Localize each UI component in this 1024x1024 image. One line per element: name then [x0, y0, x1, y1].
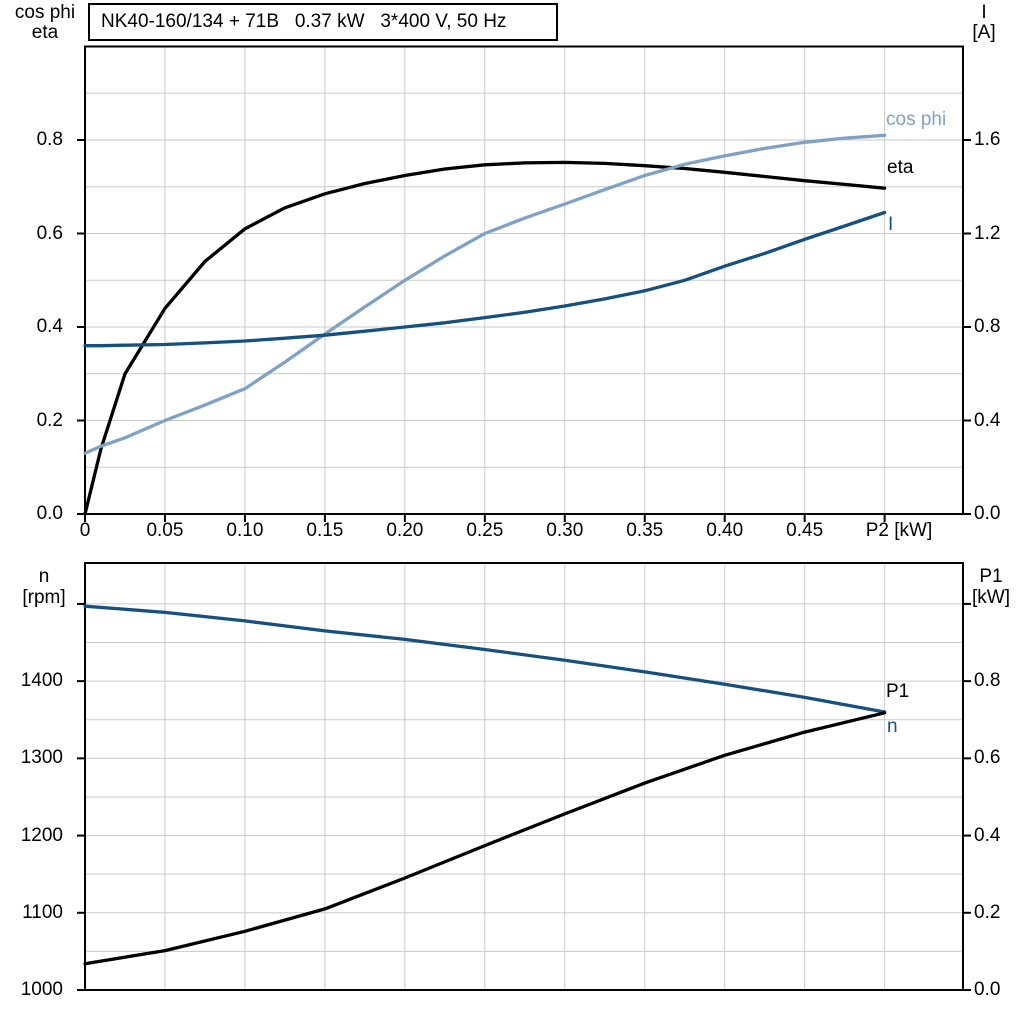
top-chart-right-tick-label: 1.6 — [974, 129, 1001, 150]
bottom-chart-curves — [83, 604, 887, 966]
bottom-chart-right-tick-label: 0.2 — [974, 901, 1001, 923]
bottom-right-axis-title-unit: [kW] — [972, 587, 1010, 608]
bottom-chart-frame — [84, 562, 964, 991]
top-chart-right-tick-label: 0.4 — [974, 409, 1001, 431]
top-chart-left-tick-label: 0.2 — [36, 409, 63, 431]
bottom-chart-left-tick-label: 1300 — [20, 747, 63, 769]
top-chart-left-tick-label: 0.0 — [36, 503, 63, 524]
bottom-chart-ticks — [77, 602, 971, 991]
bottom-chart-right-tick-label: 0.4 — [974, 824, 1001, 846]
top-chart-x-tick-label: 0.30 — [546, 520, 584, 541]
top-chart-x-tick-label: 0.05 — [146, 520, 184, 541]
bottom-chart-left-tick-label: 1000 — [20, 979, 63, 1000]
top-chart-x-tick-label: 0.15 — [306, 520, 344, 541]
bottom-chart-grid — [85, 563, 963, 990]
top-chart-curve-eta — [83, 160, 887, 516]
top-chart-right-tick-label: 0.0 — [974, 503, 1001, 524]
bottom-chart-left-tick-label: 1100 — [22, 901, 63, 923]
pump-title-box: NK40-160/134 + 71B 0.37 kW 3*400 V, 50 H… — [88, 3, 558, 41]
top-chart-left-tick-label: 0.8 — [36, 129, 63, 150]
bottom-right-axis-title-p1: P1 — [979, 566, 1003, 587]
bottom-chart-curve-p1 — [83, 711, 887, 966]
top-chart — [77, 45, 971, 522]
top-left-axis-title-cosphi: cos phi — [14, 2, 76, 23]
top-chart-right-tick-label: 0.8 — [974, 316, 1001, 337]
top-chart-x-tick-label: 0.35 — [626, 520, 664, 541]
bottom-chart-left-tick-label: 1400 — [20, 670, 63, 692]
x-axis-title: P2 [kW] — [865, 520, 933, 541]
top-left-axis-title-eta: eta — [31, 22, 59, 43]
top-chart-grid — [85, 46, 963, 514]
curve-label-n: n — [887, 716, 898, 737]
top-right-axis-title-unit: [A] — [972, 22, 996, 43]
bottom-chart-curve-n — [83, 604, 887, 714]
bottom-chart-right-tick-label: 0.8 — [974, 670, 1001, 692]
top-chart-x-tick-label: 0.10 — [226, 520, 264, 541]
top-chart-x-tick-label: 0.20 — [386, 520, 424, 541]
top-chart-curves — [83, 133, 887, 516]
curve-label-eta: eta — [887, 157, 914, 178]
curve-label-current: I — [888, 214, 894, 235]
bottom-chart — [77, 562, 971, 991]
top-chart-ticks — [77, 139, 971, 522]
curve-label-cos-phi: cos phi — [886, 109, 947, 130]
bottom-left-axis-title-n: n — [38, 566, 50, 587]
top-chart-x-tick-label: 0.40 — [706, 520, 744, 541]
top-chart-x-tick-label: 0.25 — [466, 520, 504, 541]
top-chart-left-tick-label: 0.6 — [36, 222, 63, 244]
top-chart-right-tick-label: 1.2 — [974, 222, 1001, 244]
top-chart-curve-cos-phi — [83, 133, 887, 455]
top-chart-x-tick-label: 0 — [79, 520, 91, 541]
top-right-axis-title-i: I — [981, 2, 987, 23]
top-chart-curve-i — [83, 210, 887, 348]
top-chart-frame — [84, 45, 964, 515]
bottom-chart-left-tick-label: 1200 — [20, 824, 63, 846]
bottom-chart-right-tick-label: 0.0 — [974, 979, 1001, 1000]
curve-label-p1: P1 — [886, 681, 910, 702]
bottom-chart-right-tick-label: 0.6 — [974, 747, 1001, 769]
bottom-left-axis-title-unit: [rpm] — [22, 587, 66, 608]
top-chart-left-tick-label: 0.4 — [36, 316, 63, 337]
top-chart-x-tick-label: 0.45 — [786, 520, 824, 541]
